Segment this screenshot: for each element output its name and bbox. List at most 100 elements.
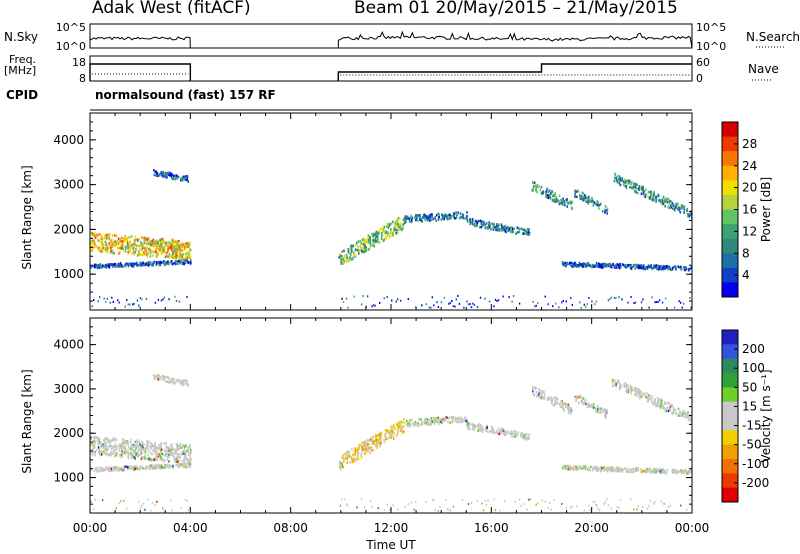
power-pixel bbox=[565, 300, 567, 303]
power-pixel bbox=[108, 244, 110, 248]
velocity-pixel bbox=[522, 433, 525, 437]
power-pixel bbox=[667, 265, 670, 269]
power-pixel bbox=[664, 205, 666, 208]
velocity-pixel bbox=[646, 392, 648, 395]
power-pixel bbox=[444, 212, 446, 216]
velocity-pixel bbox=[167, 466, 170, 469]
velocity-pixel bbox=[627, 470, 629, 473]
velocity-colorbar-tick-label: 50 bbox=[742, 380, 757, 394]
power-pixel bbox=[147, 261, 150, 264]
power-pixel bbox=[365, 305, 367, 308]
power-pixel bbox=[566, 261, 568, 265]
power-pixel bbox=[645, 188, 647, 191]
power-pixel bbox=[165, 242, 167, 245]
power-pixel bbox=[359, 240, 362, 243]
power-pixel bbox=[589, 264, 591, 268]
power-feature bbox=[613, 172, 692, 220]
velocity-pixel bbox=[562, 406, 564, 410]
power-pixel bbox=[112, 251, 114, 255]
velocity-pixel bbox=[400, 428, 403, 431]
velocity-pixel bbox=[595, 504, 598, 506]
velocity-pixel bbox=[494, 431, 496, 434]
velocity-pixel bbox=[657, 398, 660, 402]
velocity-pixel bbox=[686, 472, 689, 475]
velocity-pixel bbox=[538, 395, 541, 399]
power-pixel bbox=[177, 244, 179, 248]
power-pixel bbox=[168, 241, 170, 244]
power-pixel bbox=[632, 182, 635, 186]
power-pixel bbox=[586, 262, 589, 265]
velocity-pixel bbox=[433, 417, 436, 421]
velocity-pixel bbox=[630, 386, 632, 390]
velocity-pixel bbox=[149, 464, 151, 467]
power-pixel bbox=[493, 223, 495, 226]
velocity-pixel bbox=[625, 387, 628, 390]
velocity-pixel bbox=[659, 467, 661, 471]
power-pixel bbox=[144, 247, 147, 250]
power-pixel bbox=[689, 267, 691, 271]
velocity-pixel bbox=[560, 399, 562, 403]
velocity-pixel bbox=[444, 417, 447, 421]
velocity-pixel bbox=[637, 394, 639, 398]
velocity-pixel bbox=[513, 435, 515, 438]
velocity-pixel bbox=[621, 468, 624, 472]
power-pixel bbox=[165, 251, 168, 255]
velocity-pixel bbox=[559, 405, 562, 409]
power-pixel bbox=[142, 263, 144, 267]
power-pixel bbox=[410, 214, 412, 217]
velocity-pixel bbox=[574, 395, 576, 398]
velocity-pixel bbox=[669, 403, 672, 407]
power-pixel bbox=[390, 232, 392, 235]
power-pixel bbox=[186, 259, 188, 262]
velocity-pixel bbox=[98, 469, 101, 473]
velocity-pixel bbox=[94, 436, 97, 439]
power-pixel bbox=[118, 265, 120, 268]
power-pixel bbox=[664, 199, 666, 202]
power-pixel bbox=[139, 247, 142, 251]
velocity-pixel bbox=[177, 378, 180, 382]
velocity-pixel bbox=[471, 427, 474, 430]
velocity-pixel bbox=[414, 422, 417, 426]
velocity-colorbar-bin bbox=[722, 373, 738, 388]
power-pixel bbox=[618, 182, 621, 185]
velocity-pixel bbox=[155, 458, 157, 462]
power-pixel bbox=[675, 205, 678, 208]
velocity-pixel bbox=[180, 463, 182, 466]
velocity-pixel bbox=[356, 448, 359, 452]
power-pixel bbox=[416, 216, 418, 219]
velocity-pixel bbox=[425, 417, 427, 421]
power-pixel bbox=[357, 245, 359, 248]
power-pixel bbox=[176, 259, 179, 263]
power-pixel bbox=[189, 260, 192, 263]
power-pixel bbox=[156, 239, 158, 243]
power-pixel bbox=[639, 187, 642, 191]
velocity-pixel bbox=[102, 499, 104, 502]
power-pixel bbox=[469, 220, 471, 223]
velocity-pixel bbox=[467, 425, 470, 428]
power-pixel bbox=[496, 223, 498, 226]
velocity-pixel bbox=[169, 381, 172, 384]
velocity-pixel bbox=[623, 467, 626, 470]
power-pixel bbox=[157, 246, 160, 250]
velocity-pixel bbox=[124, 441, 126, 445]
velocity-pixel bbox=[443, 417, 445, 420]
velocity-pixel bbox=[156, 447, 158, 450]
velocity-pixel bbox=[560, 401, 563, 405]
velocity-pixel bbox=[127, 454, 130, 457]
velocity-pixel bbox=[550, 508, 552, 511]
power-pixel bbox=[532, 300, 534, 303]
power-pixel bbox=[426, 217, 428, 220]
power-pixel bbox=[371, 232, 373, 236]
velocity-pixel bbox=[124, 446, 126, 449]
power-pixel bbox=[466, 218, 468, 221]
power-pixel bbox=[119, 262, 122, 265]
freq-tick: 18 bbox=[72, 56, 86, 69]
velocity-colorbar-tick-label: -50 bbox=[742, 438, 762, 452]
velocity-pixel bbox=[609, 467, 612, 470]
velocity-pixel bbox=[683, 410, 685, 414]
power-pixel bbox=[607, 299, 610, 302]
power-pixel bbox=[129, 249, 131, 253]
velocity-pixel bbox=[543, 390, 545, 393]
velocity-pixel bbox=[160, 464, 163, 467]
power-pixel bbox=[449, 301, 452, 304]
